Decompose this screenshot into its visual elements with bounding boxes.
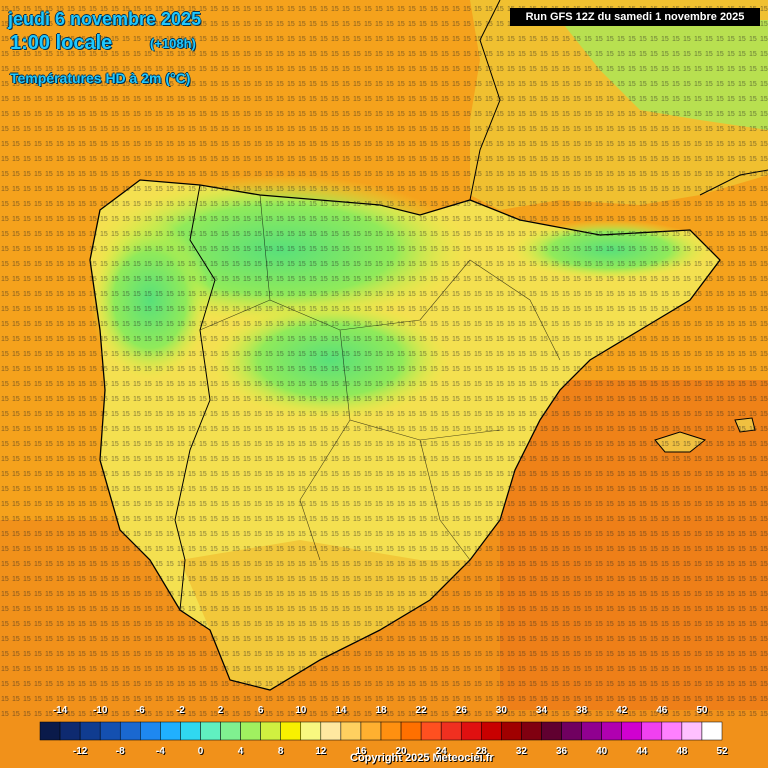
scale-swatch (280, 721, 302, 741)
run-info-badge: Run GFS 12Z du samedi 1 novembre 2025 (510, 8, 760, 26)
scale-swatch (681, 721, 703, 741)
scale-label-bottom: 20 (395, 746, 407, 757)
scale-label-bottom: 12 (315, 746, 327, 757)
scale-swatch (360, 721, 382, 741)
scale-swatch (380, 721, 402, 741)
scale-label-bottom: 8 (277, 746, 284, 757)
scale-label-bottom: 0 (197, 746, 204, 757)
scale-label-bottom: 16 (355, 746, 367, 757)
copyright-text: Copyright 2025 Meteociel.fr (350, 752, 494, 764)
scale-swatch (641, 721, 663, 741)
scale-label-bottom: -12 (72, 746, 88, 757)
scale-label-top: 18 (375, 705, 387, 716)
scale-swatch (521, 721, 542, 741)
color-scale-legend (39, 721, 723, 741)
scale-label-top: 34 (535, 705, 548, 716)
scale-label-bottom: 48 (676, 746, 688, 757)
scale-label-top: 50 (696, 705, 708, 716)
scale-swatch (140, 721, 161, 741)
value-grid (0, 0, 768, 720)
scale-swatch (39, 721, 61, 741)
scale-label-bottom: 52 (716, 746, 728, 757)
scale-label-bottom: -8 (115, 746, 125, 757)
scale-swatch (160, 721, 181, 741)
scale-swatch (420, 721, 442, 741)
scale-label-top: 2 (217, 705, 224, 716)
scale-label-top: 26 (455, 705, 467, 716)
scale-swatch (260, 721, 281, 741)
forecast-date: jeudi 6 novembre 2025 (8, 9, 202, 29)
forecast-hour: 1:00 locale (10, 32, 113, 54)
scale-label-top: -2 (175, 705, 185, 716)
scale-label-bottom: -4 (155, 746, 165, 757)
scale-swatch (180, 721, 201, 741)
scale-swatch (400, 721, 422, 741)
scale-label-top: 14 (335, 705, 347, 716)
scale-swatch (320, 721, 342, 741)
scale-label-bottom: 4 (237, 746, 244, 757)
scale-label-top: 38 (576, 705, 588, 716)
scale-label-bottom: 44 (636, 746, 648, 757)
scale-swatch (701, 721, 723, 741)
scale-label-top: 10 (295, 705, 307, 716)
scale-swatch (79, 721, 101, 741)
scale-swatch (541, 721, 562, 741)
scale-label-bottom: 28 (475, 746, 487, 757)
scale-swatch (440, 721, 462, 741)
scale-label-bottom: 36 (555, 746, 568, 757)
scale-swatch (621, 721, 643, 741)
product-title: Températures HD à 2m (°C) (10, 70, 191, 86)
forecast-offset: (+108h) (150, 36, 196, 51)
scale-swatch (501, 721, 522, 741)
scale-swatch (220, 721, 241, 741)
scale-swatch (119, 721, 141, 741)
scale-swatch (601, 721, 622, 741)
scale-swatch (460, 721, 482, 741)
scale-swatch (99, 721, 121, 741)
scale-label-top: -6 (135, 705, 145, 716)
scale-swatch (561, 721, 582, 741)
scale-swatch (340, 721, 362, 741)
scale-label-top: -14 (52, 705, 68, 716)
scale-swatch (661, 721, 683, 741)
scale-swatch (59, 721, 81, 741)
scale-swatch (481, 721, 502, 741)
scale-swatch (200, 721, 221, 741)
scale-label-bottom: 24 (435, 746, 447, 757)
scale-label-top: 46 (656, 705, 668, 716)
scale-label-top: 42 (616, 705, 628, 716)
scale-label-top: -10 (92, 705, 108, 716)
scale-label-top: 6 (257, 705, 264, 716)
scale-label-bottom: 40 (596, 746, 608, 757)
scale-swatch (300, 721, 322, 741)
scale-label-top: 30 (495, 705, 507, 716)
scale-swatch (581, 721, 602, 741)
scale-swatch (240, 721, 261, 741)
scale-label-bottom: 32 (515, 746, 527, 757)
scale-label-top: 22 (415, 705, 427, 716)
